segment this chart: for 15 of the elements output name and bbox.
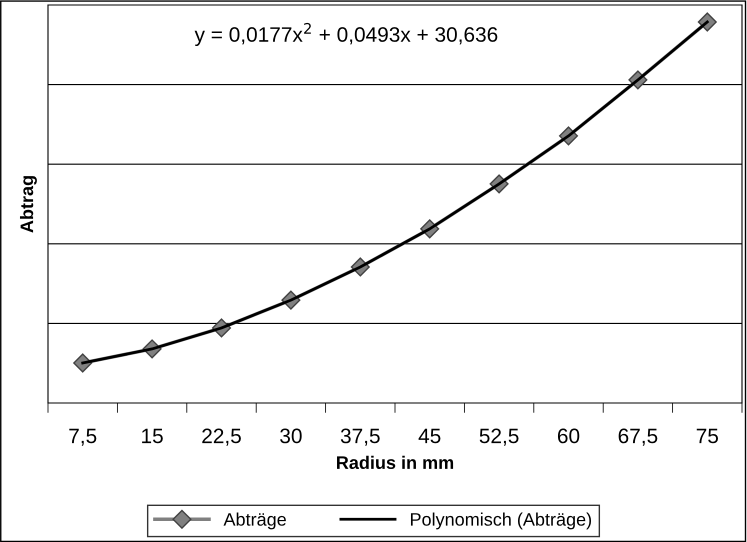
x-tick-label: 7,5 [69, 428, 96, 446]
x-tick-label: 75 [696, 428, 718, 444]
x-tick-label: 15 [142, 428, 163, 444]
annotation: y = 0,0177x$^{2}$ + 0,0493x + 30,636 [194, 22, 498, 46]
legend-label: Polynomisch (Abträge) [410, 512, 592, 530]
x-axis-title: Radius in mm [337, 456, 454, 470]
x-tick-label: 22,5 [202, 428, 241, 446]
x-tick-label: 60 [558, 428, 580, 444]
x-tick-label: 37,5 [340, 428, 380, 446]
legend-label: Abträge [224, 512, 286, 530]
x-tick-label: 67,5 [618, 428, 658, 446]
x-tick-label: 45 [418, 428, 440, 444]
x-tick-label: 52,5 [480, 428, 518, 446]
x-tick-label: 30 [280, 428, 302, 444]
y-axis-title: Abtrag [20, 176, 37, 233]
